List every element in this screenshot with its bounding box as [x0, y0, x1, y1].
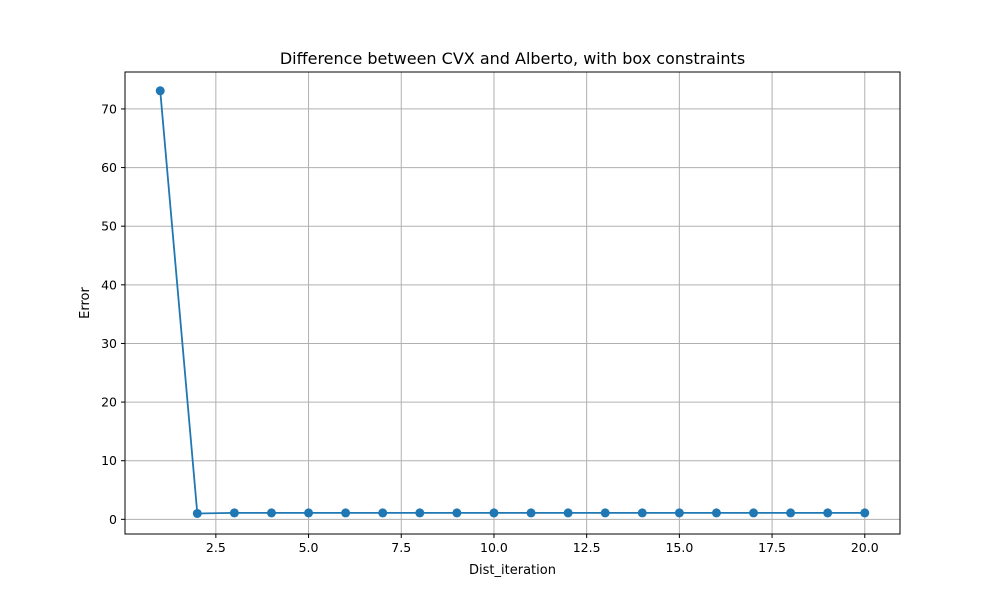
data-point [452, 508, 462, 518]
y-tick-label: 10 [101, 453, 117, 468]
y-axis-label: Error [78, 287, 93, 319]
data-point [192, 508, 202, 518]
y-tick-label: 40 [101, 277, 117, 292]
data-point [860, 508, 870, 518]
data-point [786, 508, 796, 518]
plot-area-frame [124, 71, 901, 535]
chart-title: Difference between CVX and Alberto, with… [280, 49, 745, 68]
y-tick-label: 30 [101, 336, 117, 351]
data-point [378, 508, 388, 518]
data-point [341, 508, 351, 518]
data-point [229, 508, 239, 518]
axis-ticks: 2.5 5.0 7.5 10.0 12.5 15.0 17.5 20.0 0 10 20 30 40 50… [101, 101, 879, 555]
x-tick-label: 12.5 [573, 540, 601, 555]
y-tick-label: 50 [101, 219, 117, 234]
data-point [415, 508, 425, 518]
data-point [674, 508, 684, 518]
data-point [711, 508, 721, 518]
x-axis-label: Dist_iteration [469, 563, 556, 578]
y-tick-label: 70 [101, 101, 117, 116]
data-point [266, 508, 276, 518]
data-point [155, 86, 165, 96]
x-tick-label: 7.5 [391, 540, 411, 555]
x-tick-label: 15.0 [665, 540, 693, 555]
x-tick-label: 20.0 [851, 540, 879, 555]
data-point [489, 508, 499, 518]
data-point [304, 508, 314, 518]
grid [125, 72, 900, 534]
x-tick-label: 5.0 [299, 540, 319, 555]
y-tick-label: 20 [101, 395, 117, 410]
data-point [563, 508, 573, 518]
series-line-layer [155, 86, 870, 518]
data-point [749, 508, 759, 518]
y-tick-label: 60 [101, 160, 117, 175]
x-tick-label: 2.5 [206, 540, 226, 555]
x-tick-label: 10.0 [480, 540, 508, 555]
data-point [637, 508, 647, 518]
data-point [823, 508, 833, 518]
x-tick-label: 17.5 [758, 540, 786, 555]
series-line [159, 90, 865, 515]
y-tick-label: 0 [109, 512, 117, 527]
data-point [526, 508, 536, 518]
data-point [600, 508, 610, 518]
